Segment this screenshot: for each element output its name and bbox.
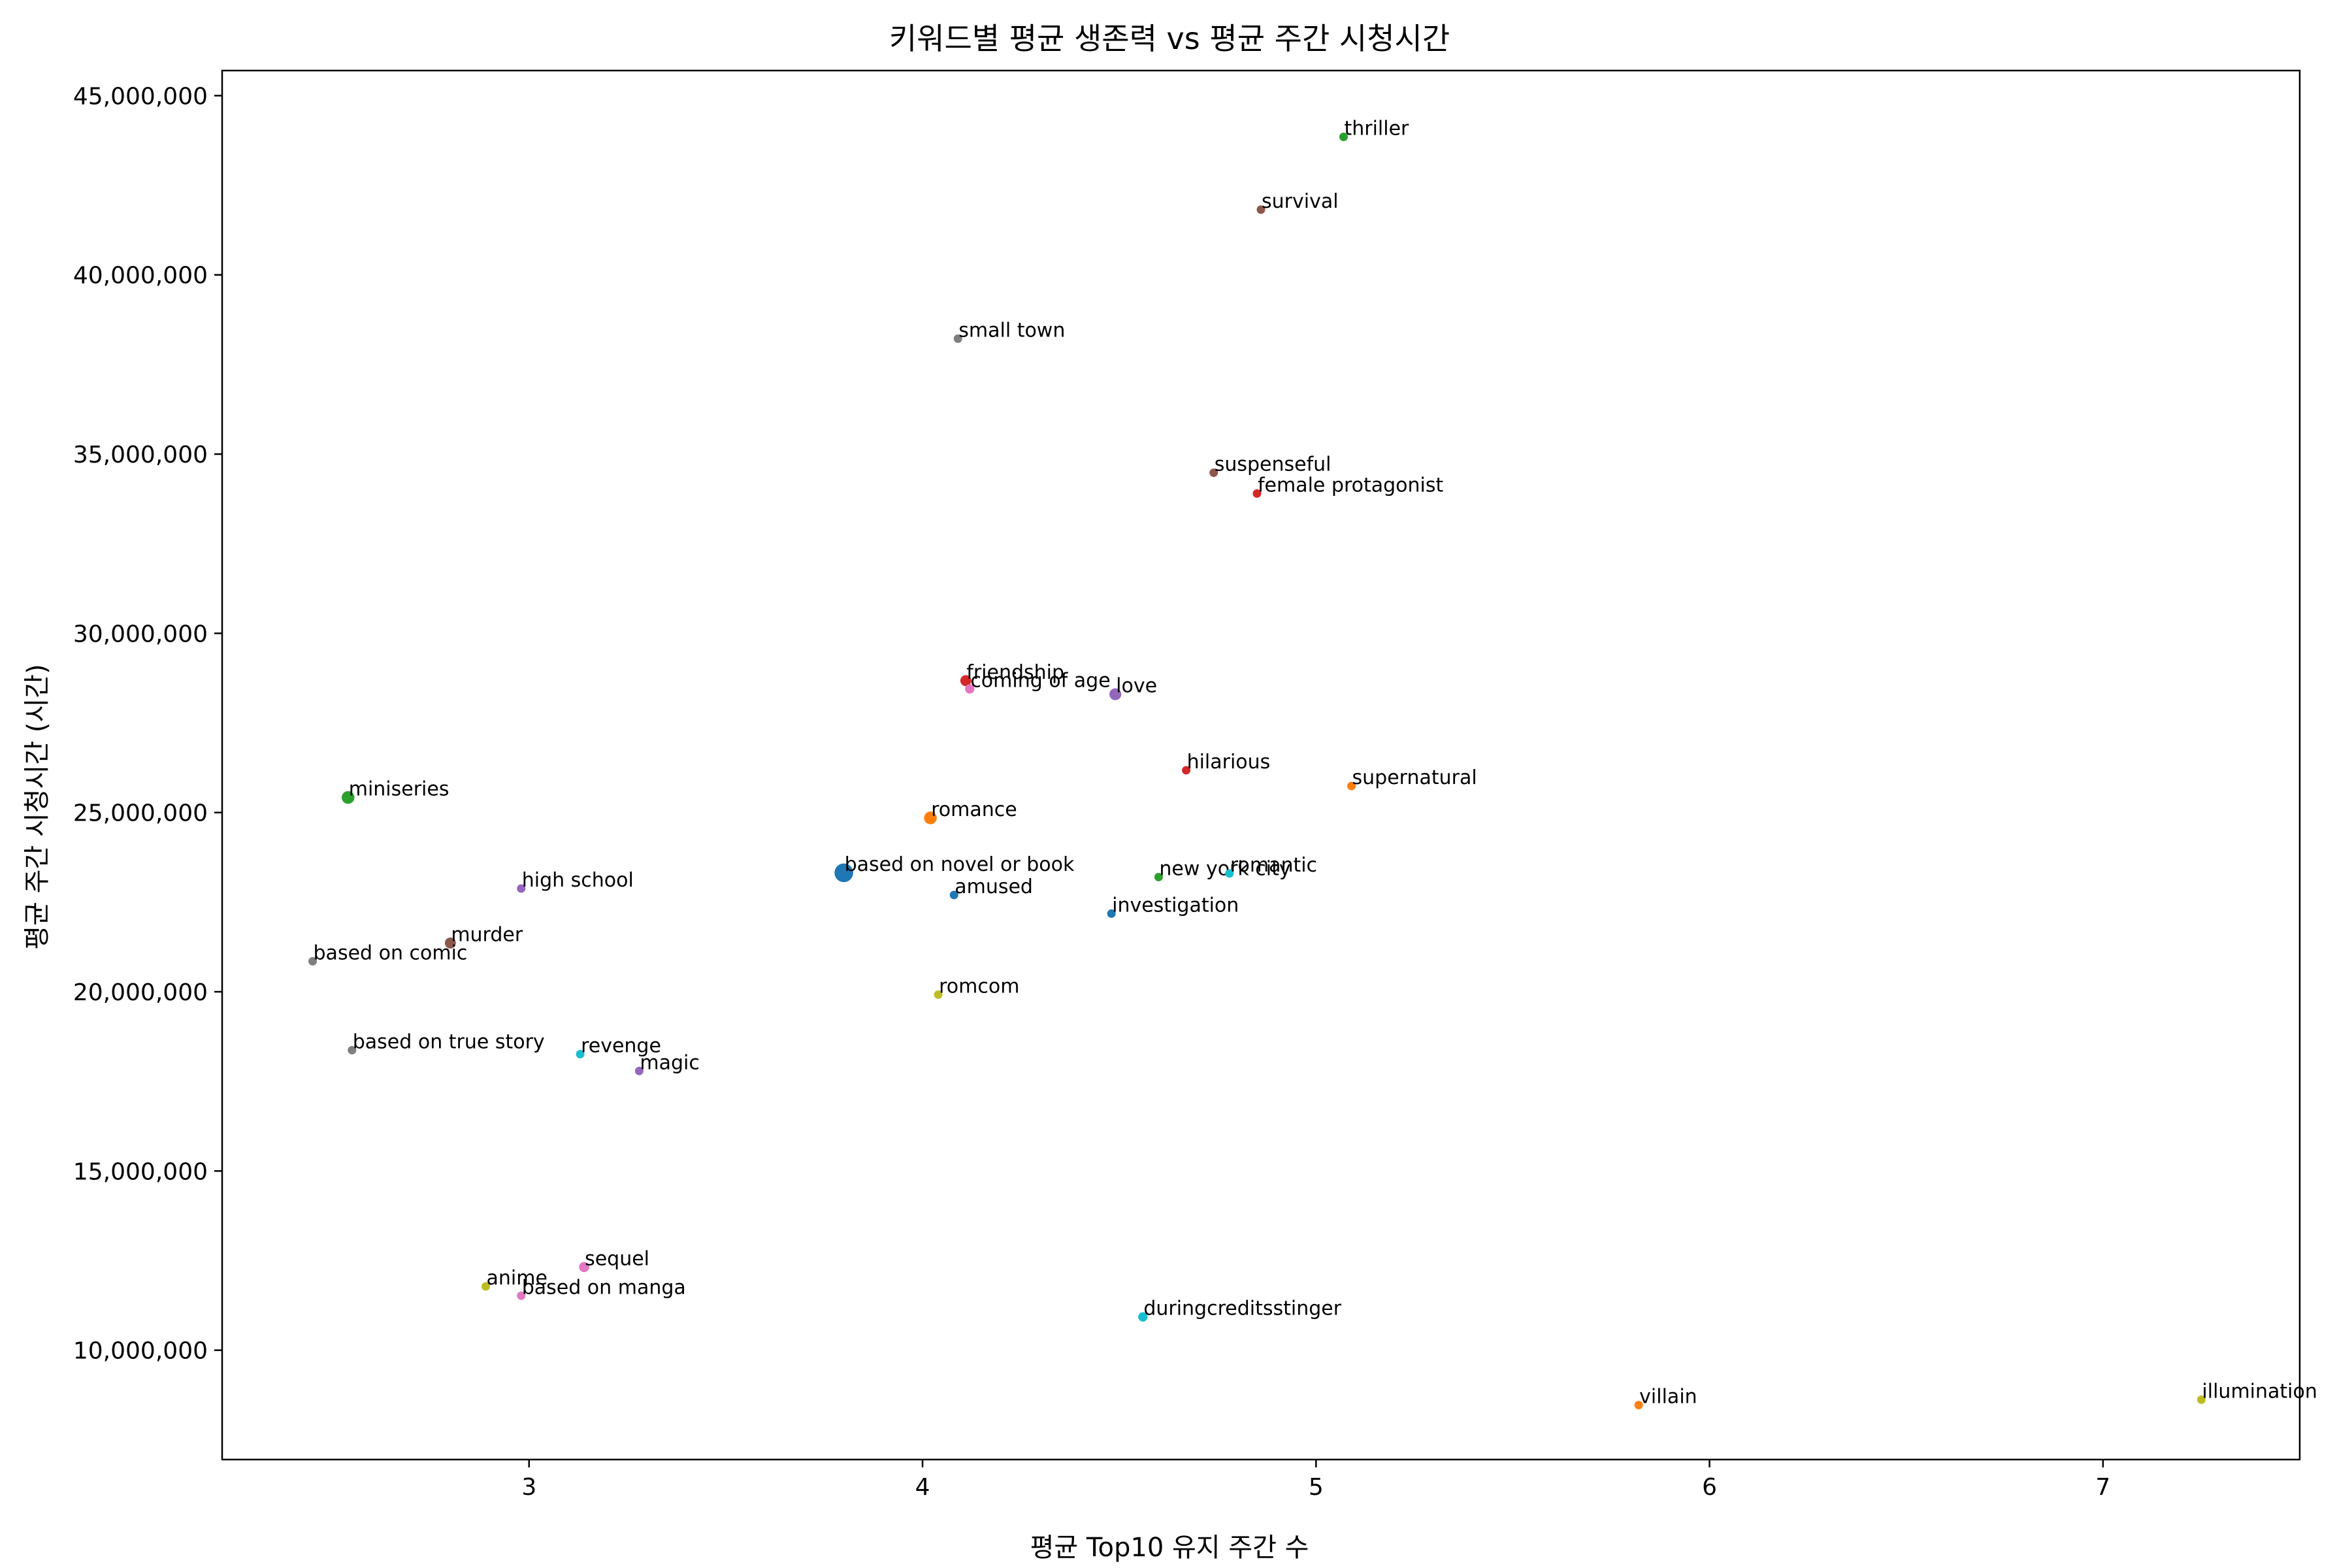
data-point [834, 863, 853, 883]
x-axis-label: 평균 Top10 유지 주간 수 [1030, 1533, 1309, 1563]
data-point [2197, 1395, 2206, 1404]
point-label: female protagonist [1258, 474, 1444, 497]
y-axis-label: 평균 주간 시청시간 (시간) [22, 664, 52, 949]
point-label: illumination [2202, 1380, 2317, 1403]
chart-title: 키워드별 평균 생존력 vs 평균 주간 시청시간 [889, 21, 1450, 56]
point-label: small town [958, 319, 1065, 342]
data-point [308, 956, 318, 966]
point-label: magic [640, 1051, 699, 1074]
data-point [953, 334, 962, 343]
y-tick-label: 25,000,000 [73, 800, 208, 827]
data-point [1109, 688, 1122, 700]
point-label: thriller [1344, 117, 1409, 140]
y-tick-label: 35,000,000 [73, 442, 208, 468]
point-label: new york city [1159, 857, 1290, 880]
x-tick-label: 4 [915, 1474, 930, 1501]
y-tick-label: 20,000,000 [73, 979, 208, 1006]
y-tick-label: 40,000,000 [73, 263, 208, 289]
data-point [924, 811, 937, 825]
point-label: amused [955, 875, 1033, 898]
x-tick-label: 7 [2095, 1474, 2110, 1501]
data-point [1339, 132, 1348, 141]
point-label: duringcreditsstinger [1143, 1298, 1341, 1320]
point-label: villain [1639, 1386, 1697, 1409]
data-point [634, 1066, 644, 1075]
point-label: romantic [1230, 854, 1317, 877]
data-point [1209, 468, 1218, 478]
point-label: survival [1262, 190, 1339, 213]
data-point [341, 791, 355, 804]
point-label: revenge [581, 1034, 661, 1057]
point-label: coming of age [970, 669, 1110, 692]
point-label: friendship [966, 661, 1064, 684]
data-point [934, 990, 943, 999]
data-point [1347, 781, 1356, 791]
point-label: miniseries [349, 778, 449, 801]
point-label: investigation [1112, 894, 1239, 917]
x-tick-label: 6 [1702, 1474, 1717, 1501]
point-label: supernatural [1352, 766, 1477, 789]
point-label: based on novel or book [845, 853, 1075, 876]
plot-frame [221, 69, 2301, 1461]
data-point [482, 1282, 491, 1291]
data-point [1225, 869, 1234, 878]
point-label: hilarious [1187, 751, 1271, 774]
point-label: based on comic [314, 941, 468, 964]
x-tick-label: 5 [1309, 1474, 1324, 1501]
point-label: sequel [585, 1247, 649, 1270]
data-point [1634, 1401, 1643, 1410]
data-point [1256, 205, 1266, 214]
data-point [1138, 1312, 1148, 1322]
point-label: murder [451, 923, 523, 946]
data-point [1154, 872, 1163, 881]
point-label: romcom [939, 975, 1019, 998]
point-label: high school [522, 869, 634, 892]
y-tick-label: 30,000,000 [73, 621, 208, 647]
data-point [1107, 909, 1116, 918]
y-tick-label: 15,000,000 [73, 1158, 208, 1185]
plot-area: thriller survival small town suspensefulfem… [73, 69, 2317, 1501]
data-point [960, 675, 972, 687]
data-point [517, 1291, 526, 1300]
point-label: based on true story [353, 1030, 545, 1053]
data-point [965, 684, 975, 694]
x-tick-label: 3 [521, 1474, 536, 1501]
point-label: anime [487, 1267, 547, 1290]
data-point [1182, 766, 1191, 775]
data-point [949, 890, 958, 900]
y-tick-label: 10,000,000 [73, 1338, 208, 1365]
point-label: romance [931, 798, 1017, 821]
point-label: love [1116, 675, 1157, 698]
y-tick-label: 45,000,000 [73, 83, 208, 110]
data-point [576, 1049, 585, 1058]
point-label: suspenseful [1215, 453, 1331, 476]
point-label: based on manga [522, 1276, 686, 1299]
data-point [1252, 489, 1262, 498]
data-point [517, 884, 526, 893]
data-point [579, 1262, 589, 1273]
data-point [444, 937, 456, 949]
data-point [348, 1045, 357, 1054]
